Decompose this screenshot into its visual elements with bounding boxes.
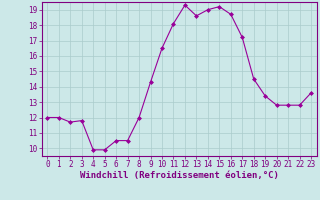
X-axis label: Windchill (Refroidissement éolien,°C): Windchill (Refroidissement éolien,°C) — [80, 171, 279, 180]
